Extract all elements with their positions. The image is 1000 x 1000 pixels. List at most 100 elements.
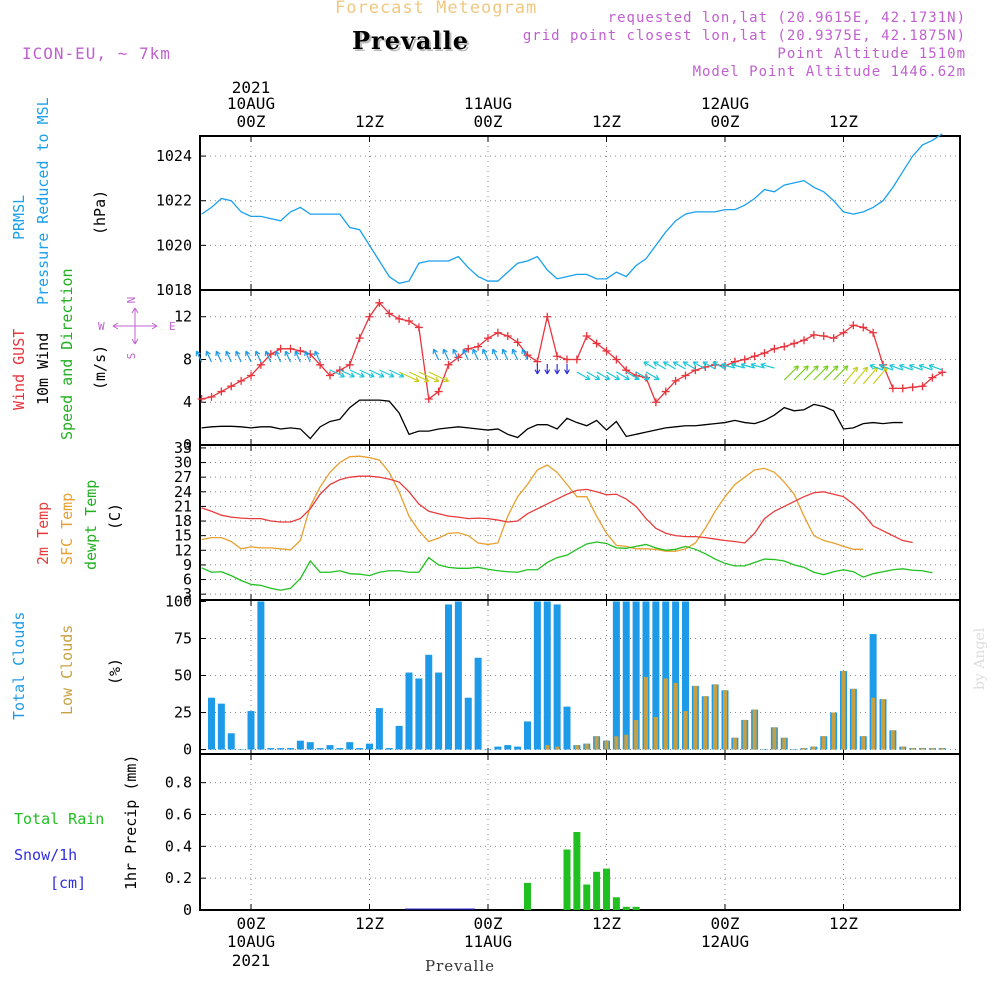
- y-tick-label: 0.8: [165, 774, 192, 792]
- y-label-low-clouds: Low Clouds: [58, 625, 76, 715]
- wind-direction-arrow: [833, 365, 849, 381]
- total-cloud-bar: [445, 604, 452, 750]
- compass-s: S: [125, 353, 138, 360]
- wind-direction-arrow: [215, 350, 222, 363]
- low-cloud-bar: [782, 737, 787, 750]
- total-cloud-bar: [316, 748, 324, 750]
- y-tick-label: 0.4: [165, 837, 192, 855]
- wind-direction-arrow: [793, 365, 809, 381]
- low-cloud-bar: [663, 678, 668, 750]
- y-tick-label: 100: [165, 592, 192, 610]
- low-cloud-bar: [693, 685, 698, 750]
- wind-direction-arrow: [254, 350, 262, 363]
- wind-direction-arrow: [712, 361, 726, 370]
- y-tick-label: 33: [174, 439, 192, 457]
- gust-point: [849, 321, 858, 330]
- bottom-axis-hour: 00Z: [474, 914, 503, 933]
- low-cloud-bar: [841, 671, 846, 750]
- gust-point: [217, 387, 226, 396]
- gust-point: [414, 323, 423, 332]
- y-label-dewpt: dewpt Temp: [82, 480, 100, 570]
- low-cloud-bar: [683, 711, 688, 750]
- wind-direction-arrow: [564, 364, 570, 375]
- low-cloud-bar: [772, 727, 777, 750]
- y-tick-label: 3: [183, 585, 192, 603]
- total-cloud-bar: [672, 601, 680, 750]
- low-cloud-bar: [555, 746, 560, 750]
- gust-point: [651, 398, 660, 407]
- gust-point: [592, 339, 601, 348]
- total-cloud-bar: [277, 748, 285, 750]
- low-cloud-bar: [723, 690, 727, 750]
- footer-station: Prevalle: [425, 957, 496, 975]
- gust-point: [355, 334, 364, 343]
- wind-direction-arrow: [264, 350, 272, 363]
- gust-point: [898, 384, 907, 393]
- wind-direction-arrow: [869, 363, 884, 371]
- gust-point: [543, 312, 552, 321]
- gust-point: [237, 376, 246, 385]
- gust-point: [582, 331, 591, 340]
- total-cloud-bar: [326, 745, 334, 750]
- y-tick-label: 0: [183, 741, 192, 759]
- total-cloud-bar: [356, 748, 364, 750]
- gust-point: [395, 314, 404, 323]
- y-label-sfc-temp: SFC Temp: [58, 493, 76, 565]
- gust-point: [809, 330, 818, 339]
- wind-direction-arrow: [511, 348, 519, 361]
- gust-point: [345, 360, 354, 369]
- wind-direction-arrow: [304, 350, 311, 363]
- total-cloud-bar: [494, 746, 502, 750]
- wind-direction-arrow: [740, 362, 755, 369]
- product-title: Forecast Meteogram: [335, 0, 538, 18]
- total-cloud-bar: [474, 657, 482, 750]
- low-cloud-bar: [614, 736, 619, 750]
- wind-direction-arrow: [783, 365, 799, 381]
- total-cloud-bar: [484, 749, 492, 751]
- total-cloud-bar: [267, 748, 275, 750]
- low-cloud-bar: [861, 736, 866, 750]
- top-axis-hour: 12Z: [592, 112, 621, 131]
- gust-point: [780, 342, 789, 351]
- dewpt-line: [201, 541, 933, 591]
- wind-direction-arrow: [635, 371, 650, 381]
- total-cloud-bar: [425, 654, 433, 750]
- rain-bar: [583, 884, 591, 910]
- low-cloud-bar: [881, 699, 885, 750]
- y-tick-label: 25: [174, 704, 192, 722]
- bottom-axis-hour: 12Z: [829, 914, 858, 933]
- total-cloud-bar: [682, 601, 689, 750]
- low-cloud-bar: [802, 748, 806, 750]
- total-cloud-bar: [208, 697, 215, 750]
- gust-point: [266, 350, 275, 359]
- total-cloud-bar: [366, 743, 373, 750]
- y-label-total-clouds: Total Clouds: [10, 612, 28, 720]
- wind-direction-arrow: [852, 366, 869, 385]
- wind-direction-arrow: [379, 369, 395, 378]
- total-cloud-bar: [524, 721, 531, 750]
- wind-direction-arrow: [730, 362, 745, 369]
- gust-point: [681, 371, 690, 380]
- gust-point: [493, 328, 502, 337]
- y-tick-label: 4: [183, 393, 192, 411]
- total-cloud-bar: [642, 601, 650, 750]
- total-cloud-bar: [247, 711, 255, 750]
- wind-direction-arrow: [205, 350, 213, 363]
- low-cloud-bar: [574, 745, 579, 750]
- low-cloud-bar: [940, 748, 945, 750]
- total-cloud-bar: [336, 748, 344, 750]
- low-cloud-bar: [821, 736, 826, 750]
- y-label-percent: (%): [106, 658, 124, 685]
- y-label-precip: 1hr Precip (mm): [122, 755, 140, 890]
- wind-direction-arrow: [813, 365, 829, 381]
- gust-point: [829, 334, 838, 343]
- gust-point: [375, 298, 384, 307]
- low-cloud-bar: [644, 677, 648, 750]
- y-label-pressure: Pressure Reduced to MSL: [34, 97, 52, 305]
- gust-point: [760, 349, 769, 358]
- label-snow: Snow/1h: [14, 846, 77, 864]
- sfc-temp-line: [201, 455, 864, 552]
- bottom-axis-date: 11AUG: [464, 932, 512, 951]
- y-label-gust: Wind GUST: [10, 329, 28, 410]
